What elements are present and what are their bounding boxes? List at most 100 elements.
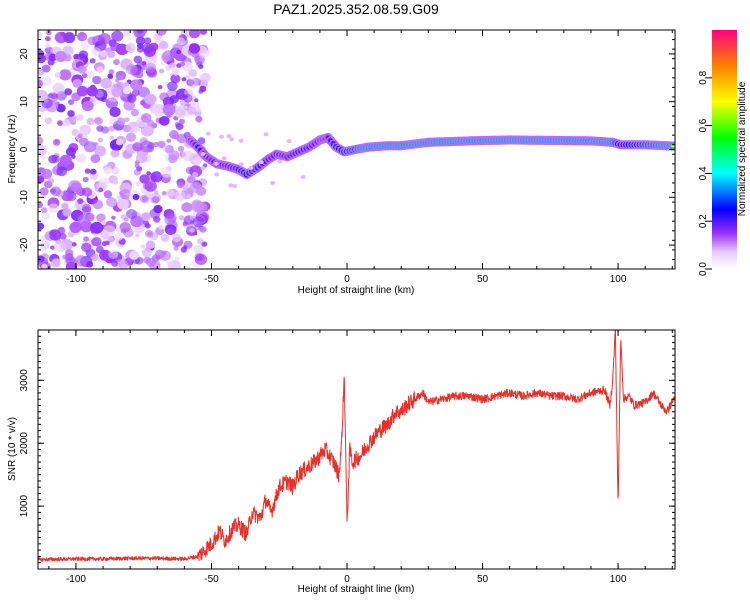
noise-blob <box>189 181 202 193</box>
noise-blob <box>194 55 201 62</box>
noise-blob <box>83 236 89 242</box>
noise-blob <box>126 64 138 75</box>
noise-blob <box>84 168 91 174</box>
noise-blob <box>186 175 196 184</box>
snr-xlabel: Height of straight line (km) <box>298 584 415 595</box>
noise-blob <box>91 237 102 247</box>
noise-blob <box>116 117 126 126</box>
noise-blob <box>146 68 158 78</box>
noise-blob <box>101 241 108 247</box>
noise-blob <box>61 202 69 210</box>
noise-blob <box>113 232 123 241</box>
noise-blob <box>169 95 179 104</box>
noise-blob <box>76 31 88 42</box>
noise-blob <box>144 93 157 105</box>
noise-blob <box>107 50 116 59</box>
noise-blob <box>141 248 152 258</box>
noise-blob <box>300 175 306 179</box>
noise-blob <box>193 244 204 254</box>
noise-blob <box>200 151 206 156</box>
noise-blob <box>111 215 116 220</box>
noise-blob <box>135 36 146 46</box>
noise-blob <box>160 234 170 242</box>
noise-blob <box>126 209 137 219</box>
noise-blob <box>127 94 137 103</box>
noise-blob <box>172 233 182 243</box>
noise-blob <box>82 176 89 183</box>
noise-blob <box>90 228 96 234</box>
noise-blob <box>108 69 115 75</box>
noise-blob <box>147 193 152 198</box>
noise-blob <box>153 108 164 117</box>
noise-blob <box>195 115 203 123</box>
noise-blob <box>166 189 175 197</box>
noise-blob <box>113 180 119 185</box>
noise-blob <box>226 134 232 139</box>
noise-blob <box>65 147 76 157</box>
colorbar-gradient <box>712 30 737 269</box>
noise-blob <box>48 53 57 62</box>
noise-blob <box>238 138 244 143</box>
noise-blob <box>113 59 120 66</box>
noise-blob <box>139 174 150 184</box>
noise-blob <box>129 250 140 260</box>
noise-blob <box>41 64 51 73</box>
noise-blob <box>89 168 97 175</box>
snr-ytick-label: 3000 <box>19 369 30 392</box>
noise-blob <box>194 98 199 103</box>
noise-blob <box>157 84 163 90</box>
colorbar-ticks: 0.0 0.2 0.4 0.6 0.8 <box>698 70 712 276</box>
noise-blob <box>189 228 195 233</box>
noise-blob <box>150 171 163 183</box>
noise-blob <box>38 175 45 183</box>
noise-blob <box>81 100 94 112</box>
noise-blob <box>123 100 135 111</box>
noise-blob <box>44 117 53 125</box>
noise-blob <box>119 189 131 200</box>
noise-blob <box>110 149 120 158</box>
noise-blob <box>38 255 45 263</box>
noise-blob <box>83 141 97 153</box>
noise-blob <box>161 191 167 196</box>
noise-blob <box>81 187 93 197</box>
noise-blob <box>181 150 194 162</box>
snr-ytick-label: 1000 <box>19 495 30 518</box>
noise-blob <box>51 154 61 163</box>
snr-xtick-label: -100 <box>66 574 86 585</box>
noise-blob <box>248 165 254 170</box>
noise-blob <box>124 117 130 122</box>
noise-blob <box>99 50 108 58</box>
noise-blob <box>78 50 89 59</box>
noise-blob <box>131 89 140 97</box>
noise-blob <box>168 150 180 161</box>
noise-blob <box>141 212 151 222</box>
noise-blob <box>76 85 89 97</box>
colorbar-tick-label: 0.6 <box>698 118 709 132</box>
noise-blob <box>72 78 83 88</box>
noise-blob <box>41 263 48 269</box>
colorbar-label: Normalized spectral amplitude <box>737 81 748 216</box>
noise-blob <box>68 180 82 193</box>
noise-blob <box>40 245 48 253</box>
noise-blob <box>111 30 124 42</box>
noise-blob <box>139 194 150 204</box>
noise-blob <box>194 252 204 262</box>
noise-blob <box>145 240 156 249</box>
noise-blob <box>77 133 83 138</box>
spectrogram-xtick-label: 50 <box>477 274 489 285</box>
noise-blob <box>277 159 283 164</box>
noise-blob <box>86 86 99 97</box>
noise-blob <box>71 115 79 123</box>
noise-blob <box>228 183 234 188</box>
spectrogram-xtick-label: -100 <box>66 274 86 285</box>
noise-blob <box>153 215 161 223</box>
snr-ticks: -100 -50 0 50 100 1000 2000 3000 <box>19 329 675 585</box>
snr-xtick-label: 50 <box>477 574 489 585</box>
noise-blob <box>38 68 45 76</box>
spectrogram-xtick-label: 0 <box>344 274 350 285</box>
noise-blob <box>111 167 120 175</box>
figure-title: PAZ1.2025.352.08.59.G09 <box>273 1 439 17</box>
spectrogram-ytick-label: 10 <box>19 96 30 108</box>
colorbar: 0.0 0.2 0.4 0.6 0.8 Normalized spectral ampl… <box>698 30 748 276</box>
